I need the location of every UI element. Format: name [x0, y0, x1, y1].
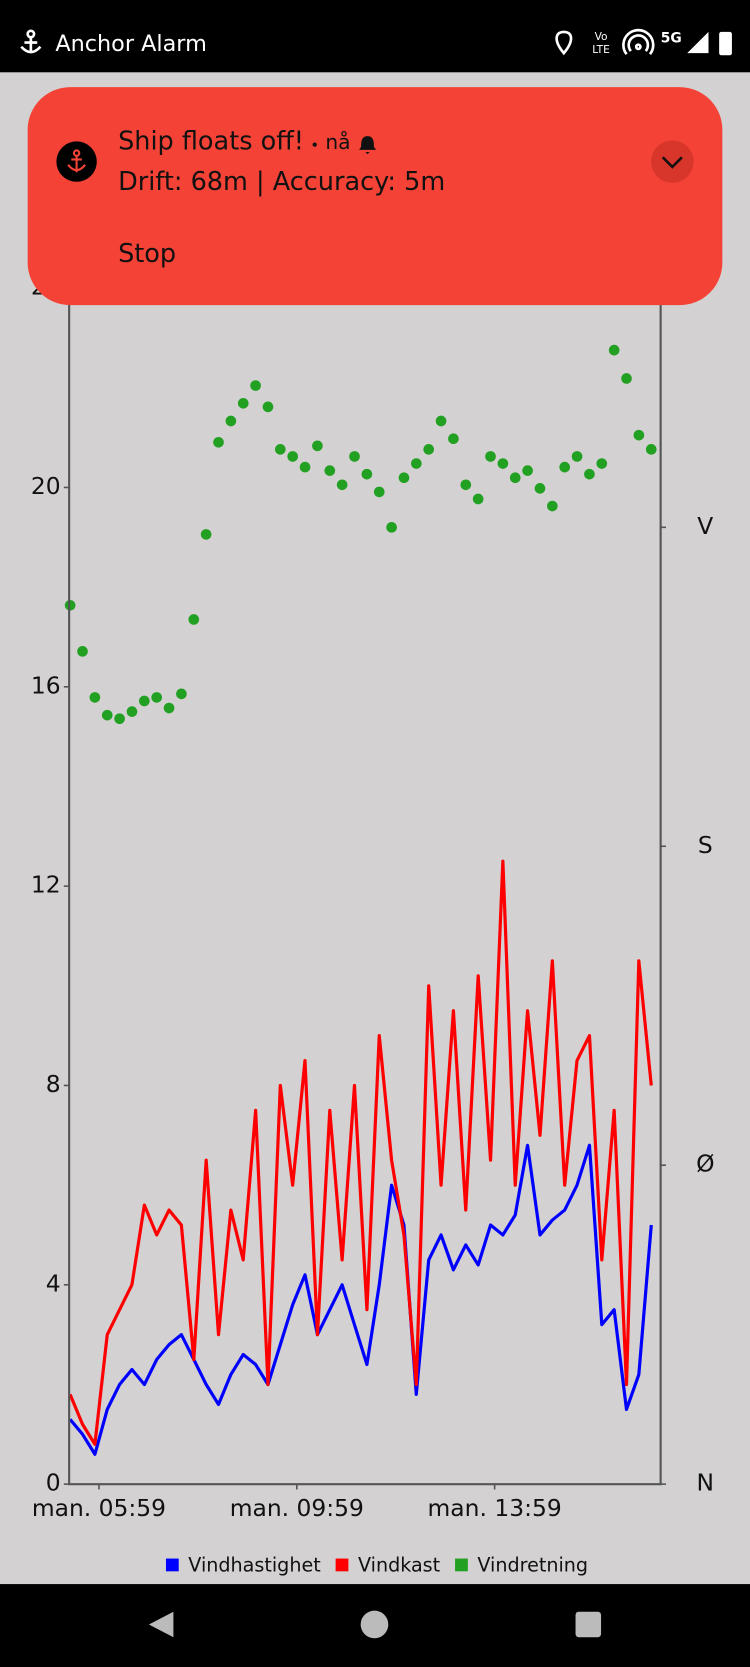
- y2-tick-label: N: [697, 1469, 715, 1497]
- scatter-point: [89, 692, 101, 703]
- scatter-point: [287, 451, 299, 462]
- scatter-point: [213, 436, 224, 448]
- legend-swatch: [335, 1558, 349, 1572]
- scatter-point: [349, 451, 360, 462]
- scatter-point: [621, 373, 632, 384]
- scatter-point: [361, 468, 373, 480]
- scatter-point: [275, 444, 286, 455]
- scatter-point: [299, 461, 311, 473]
- x-tick-label: man. 13:59: [428, 1494, 562, 1522]
- scatter-point: [485, 451, 496, 462]
- scatter-point: [176, 688, 187, 700]
- notification-anchor: [67, 149, 86, 173]
- location-icon: [555, 30, 573, 56]
- scatter-point: [534, 483, 546, 494]
- scatter-point: [250, 380, 261, 391]
- scatter-point: [596, 458, 608, 469]
- scatter-point: [571, 451, 583, 462]
- series-line: [68, 1143, 653, 1456]
- y2-tick-label: Ø: [696, 1150, 714, 1178]
- scatter-point: [386, 522, 397, 533]
- expand-button[interactable]: [651, 140, 694, 183]
- scatter-point: [522, 465, 533, 476]
- scatter-point: [411, 458, 422, 469]
- scatter-point: [423, 444, 435, 455]
- notification-time: nå: [325, 130, 350, 154]
- y-tick-label: 8: [46, 1070, 61, 1098]
- volte-bottom: LTE: [592, 43, 610, 56]
- scatter-point: [497, 458, 509, 469]
- scatter-point: [101, 709, 113, 721]
- y-tick-label: 20: [31, 472, 61, 500]
- y-tick-label: 12: [31, 871, 61, 899]
- y-tick-label: 0: [46, 1469, 61, 1497]
- status-bar: Anchor Alarm Vo LTE 5G: [0, 0, 750, 73]
- notification-card[interactable]: [27, 87, 723, 306]
- scatter-point: [151, 692, 163, 703]
- notification[interactable]: Ship floats off! nå Drift: 68m | Accurac…: [27, 87, 723, 306]
- signal-icon: [687, 31, 709, 54]
- volte-top: Vo: [595, 30, 608, 43]
- legend-swatch: [455, 1558, 468, 1572]
- scatter-point: [398, 472, 410, 484]
- scatter-point: [163, 702, 175, 714]
- scatter-point: [633, 429, 645, 441]
- scatter-point: [312, 440, 323, 452]
- scatter-point: [559, 461, 571, 473]
- recents-button[interactable]: [575, 1611, 602, 1638]
- scatter-point: [237, 397, 249, 409]
- plot-frame: [68, 288, 662, 1486]
- network-type: 5G: [661, 30, 682, 46]
- scatter-point: [126, 706, 138, 717]
- back-button[interactable]: [148, 1611, 174, 1638]
- scatter-point: [336, 479, 348, 491]
- scatter-point: [139, 695, 150, 707]
- scatter-point: [324, 465, 336, 476]
- notification-action[interactable]: Stop: [118, 239, 176, 269]
- bell-icon: [359, 136, 377, 155]
- scatter-point: [472, 493, 484, 505]
- scatter-point: [608, 344, 620, 356]
- home-button[interactable]: [360, 1610, 389, 1639]
- scatter-point: [114, 713, 125, 724]
- legend-label: Vindhastighet: [188, 1554, 321, 1577]
- notification-text: Drift: 68m | Accuracy: 5m: [118, 167, 445, 197]
- scatter-point: [645, 444, 657, 455]
- nav-bar: [0, 1584, 750, 1667]
- scatter-point: [188, 614, 200, 625]
- y-tick-label: 4: [46, 1269, 61, 1297]
- app-name: Anchor Alarm: [55, 31, 207, 57]
- scatter-point: [584, 468, 595, 480]
- scatter-point: [547, 500, 558, 512]
- scatter-point: [200, 529, 212, 540]
- scatter-point: [448, 433, 459, 445]
- scatter-point: [262, 401, 274, 413]
- scatter-point: [225, 415, 237, 427]
- legend-swatch: [165, 1558, 179, 1572]
- y2-tick-label: S: [698, 831, 713, 859]
- battery-icon: [719, 31, 732, 56]
- anchor-icon: [20, 29, 42, 54]
- scatter-point: [460, 479, 472, 491]
- separator-dot: [312, 142, 317, 147]
- scatter-point: [435, 415, 447, 427]
- y-tick-label: 16: [31, 671, 61, 699]
- notification-title: Ship floats off!: [118, 126, 304, 156]
- scatter-point: [373, 486, 385, 498]
- scatter-point: [509, 472, 521, 484]
- x-tick-label: man. 09:59: [230, 1494, 364, 1522]
- legend-label: Vindretning: [477, 1554, 588, 1577]
- y2-tick-label: V: [697, 512, 713, 540]
- hotspot-icon: [622, 28, 655, 56]
- legend-label: Vindkast: [358, 1554, 441, 1577]
- x-tick-label: man. 05:59: [32, 1494, 166, 1522]
- scatter-point: [77, 646, 88, 657]
- series-line: [68, 859, 653, 1446]
- chevron: [661, 156, 683, 169]
